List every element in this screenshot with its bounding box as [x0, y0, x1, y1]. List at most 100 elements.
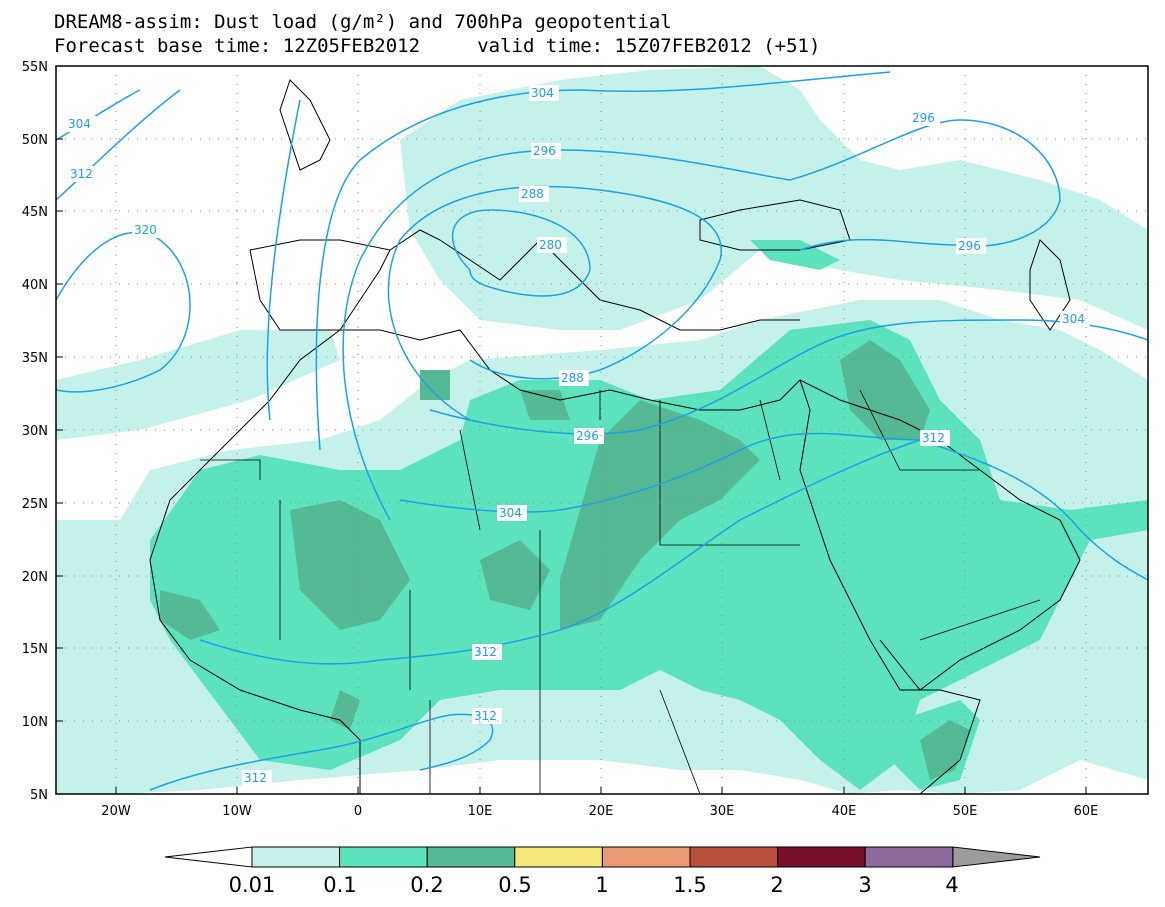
colorbar-label: 1 [595, 873, 608, 897]
dust-region-dark-6 [420, 370, 450, 400]
map-subtitle: Forecast base time: 12Z05FEB2012 valid t… [54, 35, 821, 57]
contour-label-312-nw: 312 [70, 167, 93, 181]
lon-label: 0 [354, 804, 362, 819]
dust-region-dark-5 [840, 340, 930, 440]
country-borders [200, 389, 1041, 794]
axis-ticks [56, 138, 1087, 794]
dust-region-dark-9 [330, 690, 360, 730]
latitude-labels: 55N 50N 45N 40N 35N 30N 25N 20N 15N 10N … [22, 60, 48, 803]
contour-320 [56, 231, 191, 393]
lat-label: 25N [22, 497, 48, 512]
colorbar-labels: 0.01 0.1 0.2 0.5 1 1.5 2 3 4 [229, 873, 959, 897]
contour-label-320: 320 [134, 223, 157, 237]
map-title: DREAM8-assim: Dust load (g/m²) and 700hP… [54, 11, 672, 33]
colorbar-label: 3 [858, 873, 871, 897]
geopotential-contours [56, 71, 1148, 791]
colorbar-swatch [514, 846, 603, 868]
coastline-westafrica [149, 559, 361, 794]
dust-field [56, 66, 1148, 794]
dust-region-dark-8 [920, 720, 970, 780]
colorbar-label: 0.01 [229, 873, 276, 897]
coastline-arabia [799, 379, 1081, 691]
dust-region-light-west [56, 560, 130, 700]
contour-296-s [429, 319, 1148, 435]
colorbar-swatch [426, 846, 516, 868]
contour-label-304-e: 304 [1062, 312, 1085, 326]
colorbar-swatches [251, 846, 954, 868]
contour-label-296-ne: 296 [912, 111, 935, 125]
colorbar-label: 0.2 [410, 873, 443, 897]
colorbar-label: 1.5 [673, 873, 706, 897]
lat-label: 50N [22, 133, 48, 148]
lat-label: 15N [22, 642, 48, 657]
lon-label: 10E [468, 804, 493, 819]
contour-label-304-s: 304 [499, 506, 522, 520]
contour-312-s [199, 439, 921, 665]
dust-region-light-nwband [56, 330, 340, 440]
dust-region-dark-1 [290, 500, 410, 630]
contour-312-nw [56, 89, 181, 201]
colorbar-above-triangle [952, 846, 1041, 868]
colorbar-swatch [251, 846, 341, 868]
longitude-labels: 20W 10W 0 10E 20E 30E 40E 50E 60E [101, 804, 1098, 819]
contour-label-312-ssw: 312 [244, 771, 267, 785]
coastline-africa [149, 329, 981, 794]
contour-label-304-nw: 304 [68, 117, 91, 131]
colorbar-label: 0.5 [498, 873, 531, 897]
coastlines [149, 79, 1081, 794]
coastline-britain [279, 79, 331, 171]
colorbar-label: 0.1 [323, 873, 356, 897]
lon-label: 30E [710, 804, 735, 819]
contour-304-s [399, 432, 1148, 581]
lat-label: 55N [22, 60, 48, 75]
lat-label: 5N [30, 788, 48, 803]
colorbar-below-triangle [164, 846, 253, 868]
contour-label-296-e: 296 [958, 239, 981, 253]
contour-296-n [342, 119, 1061, 521]
lat-label: 40N [22, 278, 48, 293]
contour-288 [387, 185, 722, 421]
contour-304-nw [56, 89, 141, 141]
dust-region-dark-3 [480, 540, 550, 610]
dust-region-light-north [400, 66, 1148, 330]
dust-region-dark-2 [160, 590, 220, 640]
contour-labels: 304 312 320 304 296 288 280 288 296 304 … [66, 85, 1090, 786]
lat-label: 45N [22, 205, 48, 220]
colorbar-swatch [339, 846, 428, 868]
contour-label-288-c: 288 [521, 187, 544, 201]
contour-label-304-n: 304 [531, 86, 554, 100]
lon-label: 60E [1074, 804, 1099, 819]
contour-280 [451, 209, 591, 297]
colorbar-swatch [864, 846, 954, 868]
contour-label-296-n: 296 [533, 144, 556, 158]
contour-label-296-s: 296 [576, 429, 599, 443]
lat-label: 10N [22, 715, 48, 730]
contour-304-n [266, 71, 891, 451]
lat-label: 35N [22, 351, 48, 366]
coastline-iberia [249, 249, 391, 331]
contour-label-280: 280 [539, 238, 562, 252]
lon-label: 10W [222, 804, 252, 819]
lat-label: 30N [22, 424, 48, 439]
contour-label-312-e: 312 [922, 431, 945, 445]
lon-label: 20W [101, 804, 131, 819]
colorbar-swatch [777, 846, 866, 868]
colorbar-swatch [689, 846, 779, 868]
colorbar-label: 4 [945, 873, 958, 897]
lon-label: 40E [832, 804, 857, 819]
lon-label: 50E [953, 804, 978, 819]
contour-label-312-s: 312 [474, 645, 497, 659]
coastline-europe [249, 229, 800, 331]
coastline-caspian [1029, 239, 1071, 331]
dust-region-medium-levant [750, 240, 840, 270]
dust-region-dark-7 [520, 390, 570, 420]
contour-label-288-s: 288 [561, 371, 584, 385]
contour-label-312-sw: 312 [474, 709, 497, 723]
graticule [56, 66, 1148, 794]
lat-label: 20N [22, 570, 48, 585]
colorbar-label: 2 [770, 873, 783, 897]
lon-label: 20E [589, 804, 614, 819]
colorbar: 0.01 0.1 0.2 0.5 1 1.5 2 3 4 [164, 846, 1041, 897]
colorbar-swatch [601, 846, 691, 868]
